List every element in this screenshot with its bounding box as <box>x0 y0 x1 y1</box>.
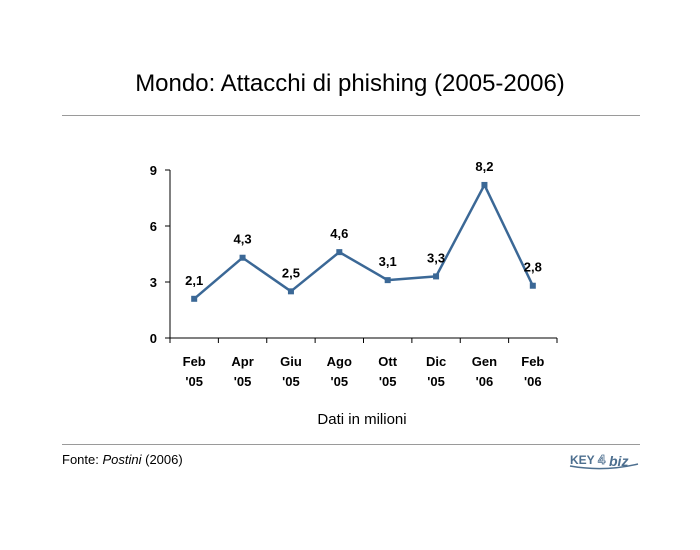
data-label: 2,8 <box>524 260 542 275</box>
logo-swoosh <box>569 463 639 470</box>
data-point <box>433 273 440 280</box>
x-tick-label: '05 <box>282 374 300 389</box>
chart-marks: 2,1 4,3 2,5 4,6 3,1 3,3 8,2 2,8 <box>185 159 542 302</box>
x-tick-label: '05 <box>331 374 349 389</box>
y-tick-label: 9 <box>150 163 157 178</box>
logo-digit: 4 <box>598 452 606 467</box>
x-tick-label: Feb <box>183 354 206 369</box>
x-tick-label: Gen <box>472 354 497 369</box>
source-name: Postini <box>102 452 142 467</box>
source-note: Fonte: Postini (2006) <box>62 452 183 467</box>
top-divider <box>62 115 640 116</box>
x-tick-label: '05 <box>234 374 252 389</box>
data-point <box>481 181 488 188</box>
data-label: 3,1 <box>379 254 397 269</box>
x-tick-label: Apr <box>231 354 253 369</box>
data-point <box>384 277 391 284</box>
data-label: 4,6 <box>330 226 348 241</box>
y-tick-label: 6 <box>150 219 157 234</box>
x-tick-label: '05 <box>185 374 203 389</box>
x-tick-label: '06 <box>476 374 494 389</box>
logo-text-right: biz <box>609 453 628 469</box>
source-year: (2006) <box>141 452 183 467</box>
x-tick-label: '05 <box>379 374 397 389</box>
data-label: 2,1 <box>185 273 203 288</box>
bottom-divider <box>62 444 640 445</box>
key4biz-logo: KEY 4 biz <box>569 452 639 470</box>
x-tick-label: Ago <box>327 354 352 369</box>
x-tick-label: Feb <box>521 354 544 369</box>
series-line <box>193 183 534 300</box>
data-point <box>191 295 198 302</box>
x-tick-label: Ott <box>378 354 397 369</box>
x-tick-label: '06 <box>524 374 542 389</box>
data-point <box>239 254 246 261</box>
data-label: 4,3 <box>234 232 252 247</box>
y-tick-label: 3 <box>150 275 157 290</box>
x-tick-label: Dic <box>426 354 446 369</box>
data-label: 8,2 <box>475 159 493 174</box>
data-point <box>336 249 343 256</box>
x-tick-label: '05 <box>427 374 445 389</box>
x-tick-label: Giu <box>280 354 302 369</box>
x-axis-label: Dati in milioni <box>317 411 407 428</box>
y-tick-label: 0 <box>150 331 157 346</box>
logo-text-left: KEY <box>570 453 595 467</box>
chart-title: Mondo: Attacchi di phishing (2005-2006) <box>135 70 565 97</box>
data-label: 2,5 <box>282 265 300 280</box>
source-prefix: Fonte: <box>62 452 103 467</box>
data-point <box>287 288 294 295</box>
data-label: 3,3 <box>427 250 445 265</box>
chart-axes: 0 3 6 9 Feb '05 Apr '05 Giu '05 Ago '05 Ott '05 Dic '05… <box>150 163 558 389</box>
data-point <box>529 282 536 289</box>
